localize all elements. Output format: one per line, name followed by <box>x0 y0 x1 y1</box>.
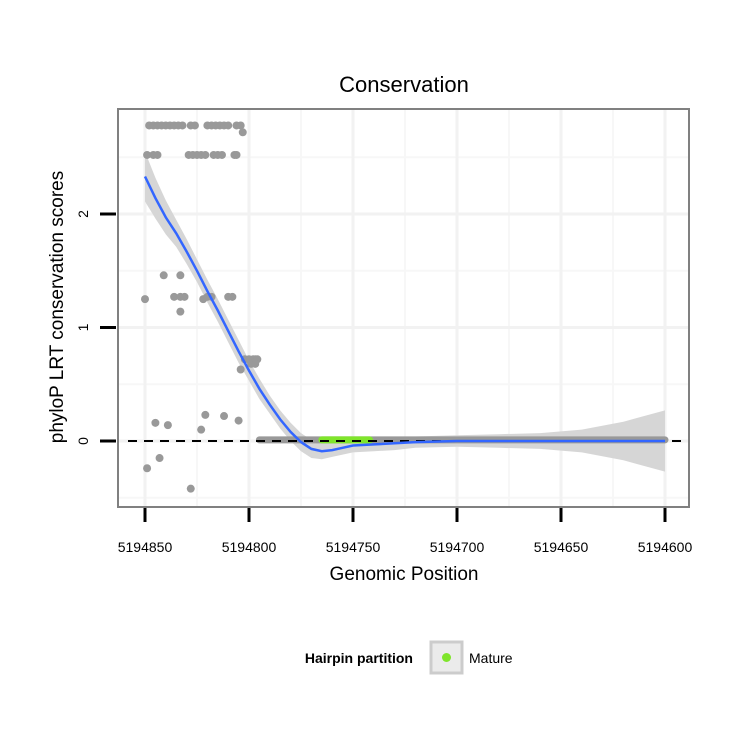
y-tick-label: 0 <box>75 437 91 445</box>
panel-border <box>117 108 690 508</box>
data-point <box>220 412 229 421</box>
data-point <box>236 365 245 374</box>
x-axis-label: Genomic Position <box>330 564 479 585</box>
x-tick-label: 5194700 <box>430 539 485 555</box>
chart-title: Conservation <box>339 72 469 97</box>
y-axis-label: phyloP LRT conservation scores <box>47 171 68 444</box>
data-point <box>217 150 226 159</box>
data-point <box>151 418 160 427</box>
data-point <box>176 271 185 280</box>
data-point <box>159 271 168 280</box>
legend-key-dot <box>442 653 451 662</box>
data-point <box>201 150 210 159</box>
smooth-line <box>143 175 665 453</box>
data-point <box>190 121 199 130</box>
data-point <box>155 454 164 463</box>
data-point <box>178 121 187 130</box>
data-point <box>224 121 233 130</box>
data-point <box>228 292 237 301</box>
data-point <box>238 128 247 137</box>
data-point <box>180 292 189 301</box>
data-point <box>163 421 172 430</box>
legend: Hairpin partition Mature <box>305 640 513 675</box>
legend-label-mature: Mature <box>469 650 513 666</box>
data-point <box>141 295 149 304</box>
x-tick-label: 5194850 <box>118 539 173 555</box>
data-point <box>176 307 185 316</box>
data-point <box>153 150 162 159</box>
data-point <box>251 359 260 368</box>
data-point <box>201 410 210 419</box>
x-tick-label: 5194600 <box>638 539 693 555</box>
x-tick-label: 5194800 <box>222 539 277 555</box>
data-point <box>186 484 195 493</box>
plot-panel: 5194850 5194800 5194750 5194700 5194650 51946… <box>75 108 693 555</box>
legend-key-box <box>429 640 464 675</box>
data-point <box>232 150 241 159</box>
data-point <box>143 464 152 473</box>
legend-title: Hairpin partition <box>305 650 413 666</box>
data-point <box>197 425 206 434</box>
data-point <box>234 416 243 425</box>
x-tick-label: 5194750 <box>326 539 381 555</box>
data-point <box>170 292 179 301</box>
y-tick-label: 2 <box>75 210 91 218</box>
x-tick-label: 5194650 <box>534 539 589 555</box>
data-point <box>143 150 152 159</box>
data-point <box>236 121 245 130</box>
y-tick-label: 1 <box>75 323 91 331</box>
